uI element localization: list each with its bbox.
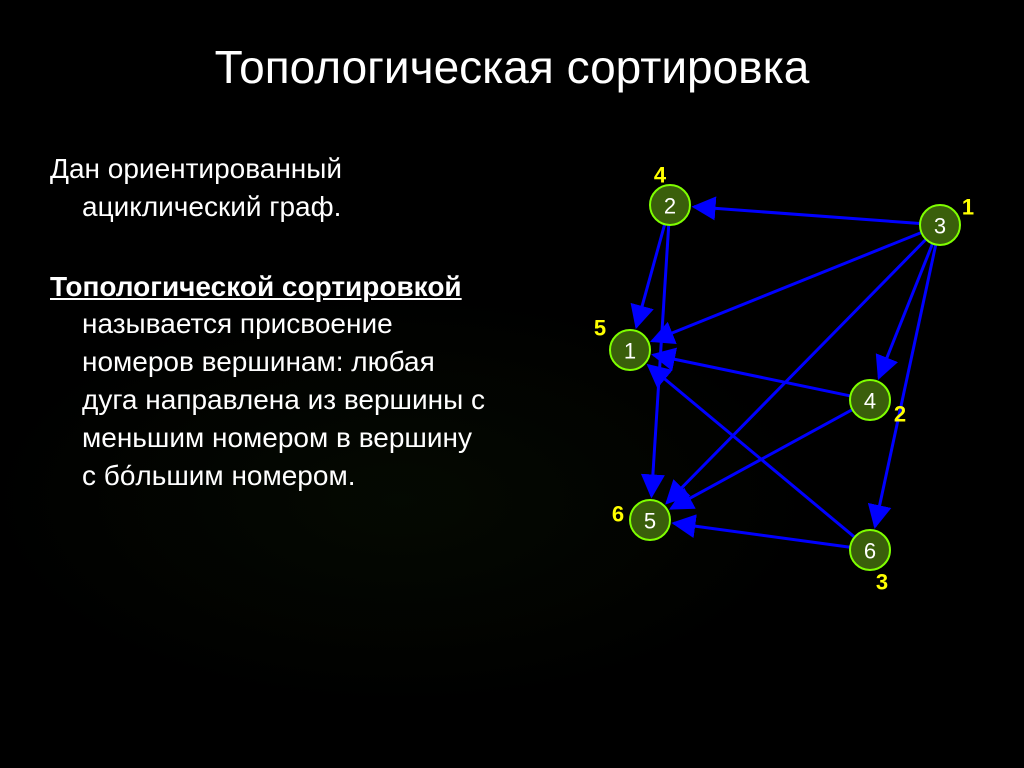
- edge-3-2: [694, 207, 920, 224]
- svg-text:4: 4: [864, 389, 876, 414]
- edge-6-5: [674, 523, 850, 547]
- annotation-1: 5: [594, 316, 606, 341]
- paragraph-1: Дан ориентированный ациклический граф.: [50, 150, 490, 226]
- node-2: 24: [650, 163, 690, 226]
- annotation-5: 6: [612, 502, 624, 527]
- node-1: 15: [594, 316, 650, 371]
- svg-text:1: 1: [624, 339, 636, 364]
- svg-text:3: 3: [934, 214, 946, 239]
- edge-3-4: [879, 244, 933, 378]
- node-3: 31: [920, 195, 974, 246]
- node-6: 63: [850, 530, 890, 595]
- paragraph-2: Топологической сортировкой называется пр…: [50, 268, 490, 495]
- definition-rest: называется присвоение номеров вершинам: …: [82, 308, 485, 490]
- edge-2-1: [636, 224, 664, 327]
- svg-text:6: 6: [864, 539, 876, 564]
- svg-text:2: 2: [664, 194, 676, 219]
- node-4: 42: [850, 380, 906, 427]
- annotation-6: 3: [876, 570, 888, 595]
- edge-4-1: [653, 355, 850, 396]
- svg-text:5: 5: [644, 509, 656, 534]
- edge-3-5: [667, 239, 926, 503]
- node-5: 56: [612, 500, 670, 540]
- annotation-2: 4: [654, 163, 667, 188]
- definition-term: Топологической сортировкой: [50, 271, 462, 302]
- annotation-4: 2: [894, 402, 906, 427]
- annotation-3: 1: [962, 195, 974, 220]
- graph-diagram: 152431425663: [520, 150, 1000, 630]
- slide-title: Топологическая сортировка: [0, 40, 1024, 94]
- body-text: Дан ориентированный ациклический граф. Т…: [50, 150, 490, 536]
- graph-svg: 152431425663: [520, 150, 1000, 630]
